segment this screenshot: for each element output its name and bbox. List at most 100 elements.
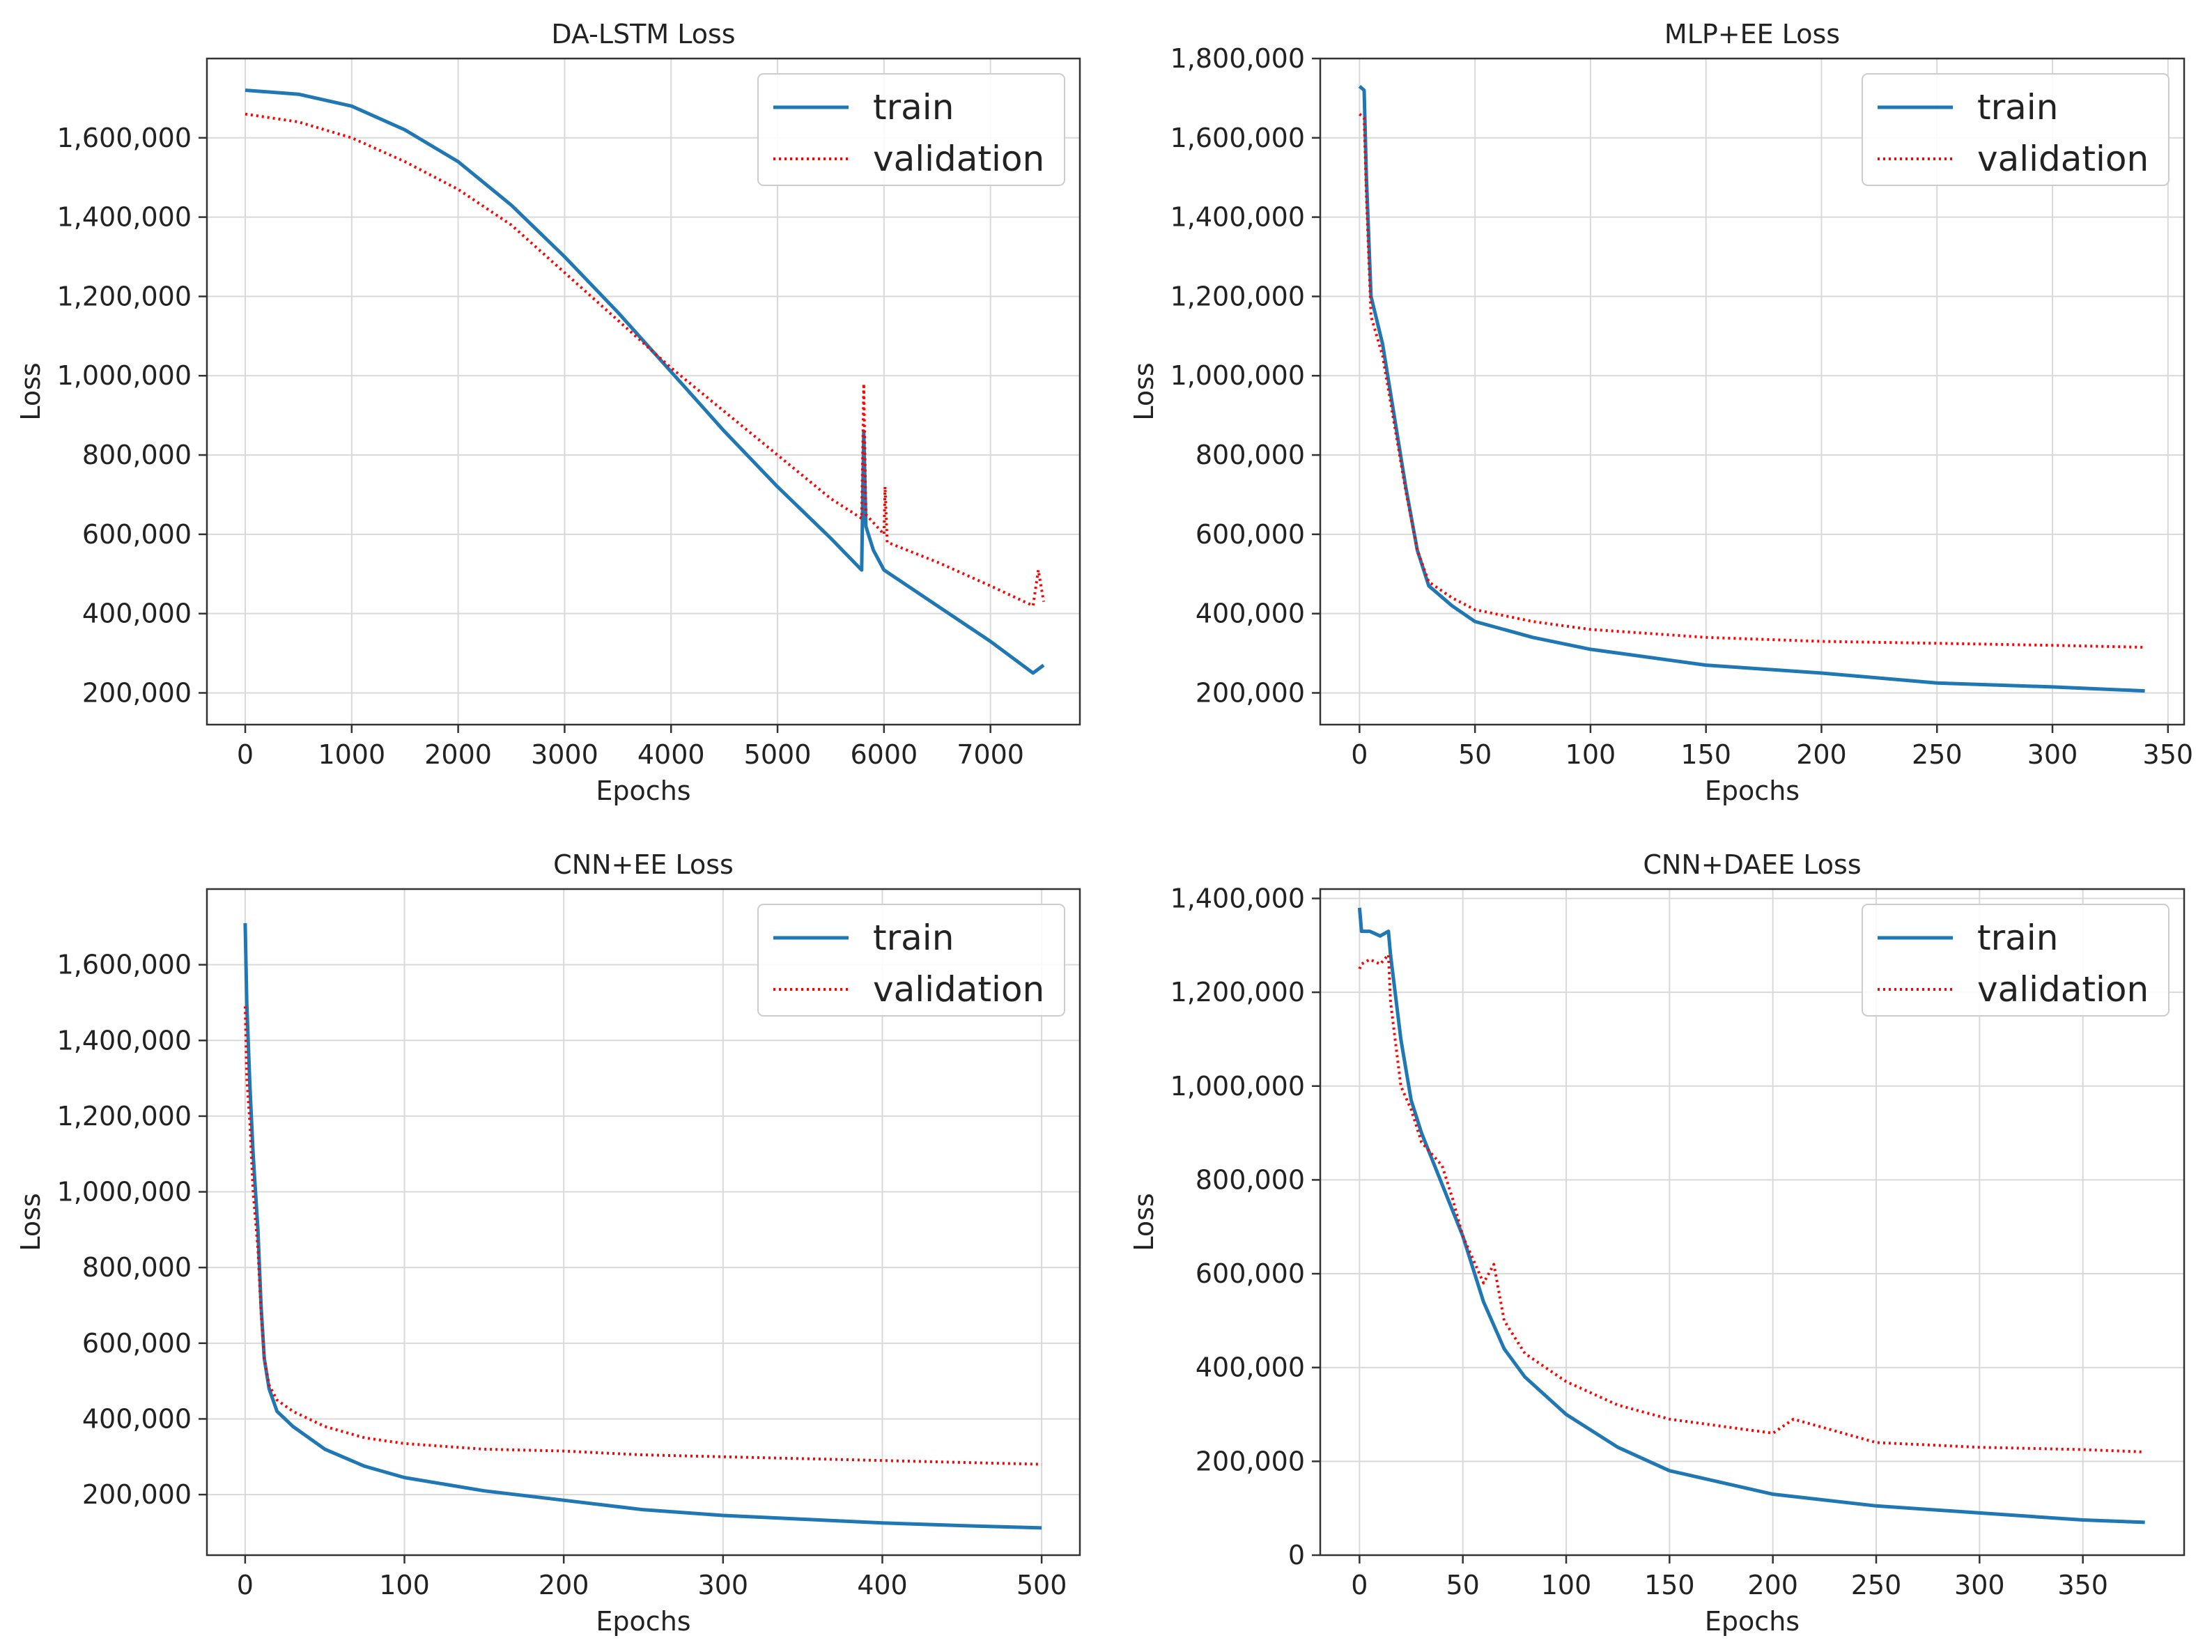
y-tick-label: 800,000 <box>1196 1164 1305 1195</box>
y-tick-label: 800,000 <box>82 1252 192 1283</box>
y-tick-label: 1,200,000 <box>1170 281 1305 311</box>
x-tick-label: 250 <box>1912 739 1963 770</box>
y-tick-label: 1,000,000 <box>57 360 192 391</box>
x-tick-label: 7000 <box>957 739 1024 770</box>
legend-label-train: train <box>1977 87 2058 128</box>
x-tick-label: 400 <box>857 1570 908 1600</box>
series-line-validation <box>1358 953 2145 1453</box>
plot-frame <box>206 57 1081 726</box>
x-tick-label: 1000 <box>318 739 385 770</box>
y-tick-label: 1,200,000 <box>57 281 192 311</box>
x-tick-label: 2000 <box>424 739 492 770</box>
legend-label-train: train <box>1977 918 2058 958</box>
x-tick-label: 0 <box>1351 739 1368 770</box>
x-axis-label: Epochs <box>1705 1606 1800 1637</box>
x-tick-label: 350 <box>2143 739 2194 770</box>
y-tick-label: 1,800,000 <box>1170 43 1305 74</box>
legend: train validation <box>757 73 1065 186</box>
chart-panel-1: 0 1000 2000 3000 4000 5000 6000 7000 200,000 400,… <box>15 19 1081 806</box>
series-line-validation <box>243 1006 1042 1466</box>
legend: train validation <box>1862 904 2170 1017</box>
x-tick-label: 100 <box>1565 739 1616 770</box>
x-tick-label: 250 <box>1851 1570 1902 1600</box>
y-axis-label: Loss <box>15 1193 46 1251</box>
y-tick-label: 600,000 <box>82 1328 192 1359</box>
y-tick-label: 200,000 <box>82 677 192 708</box>
y-tick-label: 1,000,000 <box>1170 1071 1305 1102</box>
chart-panel-2: 0 50 100 150 200 250 300 350 200,000 400,000 600,0… <box>1129 19 2193 806</box>
x-tick-label: 200 <box>539 1570 589 1600</box>
y-tick-label: 200,000 <box>1196 1446 1305 1476</box>
chart-title: MLP+EE Loss <box>1664 19 1840 49</box>
y-axis-label: Loss <box>1129 1193 1159 1251</box>
x-tick-label: 4000 <box>637 739 705 770</box>
x-tick-label: 150 <box>1644 1570 1695 1600</box>
y-tick-label: 1,400,000 <box>1170 883 1305 913</box>
legend-label-validation: validation <box>873 969 1044 1010</box>
y-tick-label: 600,000 <box>82 519 192 550</box>
chart-title: CNN+EE Loss <box>553 849 734 880</box>
series-line-train <box>1357 907 2145 1524</box>
y-axis-label: Loss <box>1129 362 1159 420</box>
chart-panel-4: 0 50 100 150 200 250 300 350 0 200,000 400,000 600,… <box>1129 849 2186 1637</box>
x-tick-label: 0 <box>237 739 254 770</box>
y-tick-label: 1,000,000 <box>57 1177 192 1207</box>
y-tick-label: 1,600,000 <box>57 950 192 980</box>
x-tick-label: 50 <box>1458 739 1492 770</box>
x-tick-label: 0 <box>1351 1570 1368 1600</box>
y-tick-label: 400,000 <box>82 1403 192 1434</box>
y-tick-label: 1,400,000 <box>57 1025 192 1056</box>
plot-frame <box>1319 57 2186 726</box>
y-axis-label: Loss <box>15 362 46 420</box>
x-tick-label: 200 <box>1796 739 1847 770</box>
x-tick-label: 150 <box>1680 739 1731 770</box>
plot-frame <box>1319 888 2186 1557</box>
x-tick-label: 0 <box>237 1570 254 1600</box>
legend-label-validation: validation <box>1977 969 2149 1010</box>
legend-label-validation: validation <box>873 139 1044 179</box>
x-tick-label: 5000 <box>744 739 812 770</box>
legend-label-train: train <box>873 87 954 128</box>
y-tick-label: 800,000 <box>82 440 192 470</box>
plot-frame <box>206 888 1081 1557</box>
y-tick-label: 600,000 <box>1196 1258 1305 1289</box>
y-tick-label: 400,000 <box>1196 599 1305 629</box>
x-axis-label: Epochs <box>1705 775 1800 806</box>
y-tick-label: 1,400,000 <box>1170 202 1305 233</box>
legend-label-validation: validation <box>1977 139 2149 179</box>
y-tick-label: 1,400,000 <box>57 202 192 233</box>
x-tick-label: 300 <box>1954 1570 2005 1600</box>
x-tick-label: 3000 <box>531 739 598 770</box>
x-tick-label: 350 <box>2057 1570 2108 1600</box>
x-tick-label: 300 <box>698 1570 749 1600</box>
x-axis-label: Epochs <box>596 775 690 806</box>
y-tick-label: 1,000,000 <box>1170 360 1305 391</box>
y-tick-label: 800,000 <box>1196 440 1305 470</box>
x-axis-label: Epochs <box>596 1606 690 1637</box>
x-tick-label: 200 <box>1747 1570 1798 1600</box>
y-tick-label: 400,000 <box>1196 1352 1305 1383</box>
chart-title: CNN+DAEE Loss <box>1643 849 1861 880</box>
legend: train validation <box>1862 73 2170 186</box>
x-tick-label: 100 <box>1541 1570 1592 1600</box>
y-tick-label: 1,600,000 <box>1170 123 1305 153</box>
y-tick-label: 0 <box>1288 1540 1305 1570</box>
y-tick-label: 1,600,000 <box>57 123 192 153</box>
series-line-train <box>1358 84 2145 693</box>
series-line-train <box>245 88 1045 675</box>
y-tick-label: 1,200,000 <box>1170 977 1305 1008</box>
x-tick-label: 6000 <box>850 739 918 770</box>
legend: train validation <box>757 904 1065 1017</box>
series-line-train <box>243 923 1042 1530</box>
y-tick-label: 1,200,000 <box>57 1101 192 1132</box>
x-tick-label: 100 <box>379 1570 430 1600</box>
y-tick-label: 200,000 <box>82 1479 192 1510</box>
x-tick-label: 500 <box>1016 1570 1067 1600</box>
chart-title: DA-LSTM Loss <box>551 19 735 49</box>
y-tick-label: 600,000 <box>1196 519 1305 550</box>
y-tick-label: 400,000 <box>82 599 192 629</box>
chart-panel-3: 0 100 200 300 400 500 200,000 400,000 600,000 800… <box>15 849 1081 1637</box>
x-tick-label: 300 <box>2027 739 2078 770</box>
x-tick-label: 50 <box>1446 1570 1480 1600</box>
series-line-validation <box>1359 113 2145 649</box>
